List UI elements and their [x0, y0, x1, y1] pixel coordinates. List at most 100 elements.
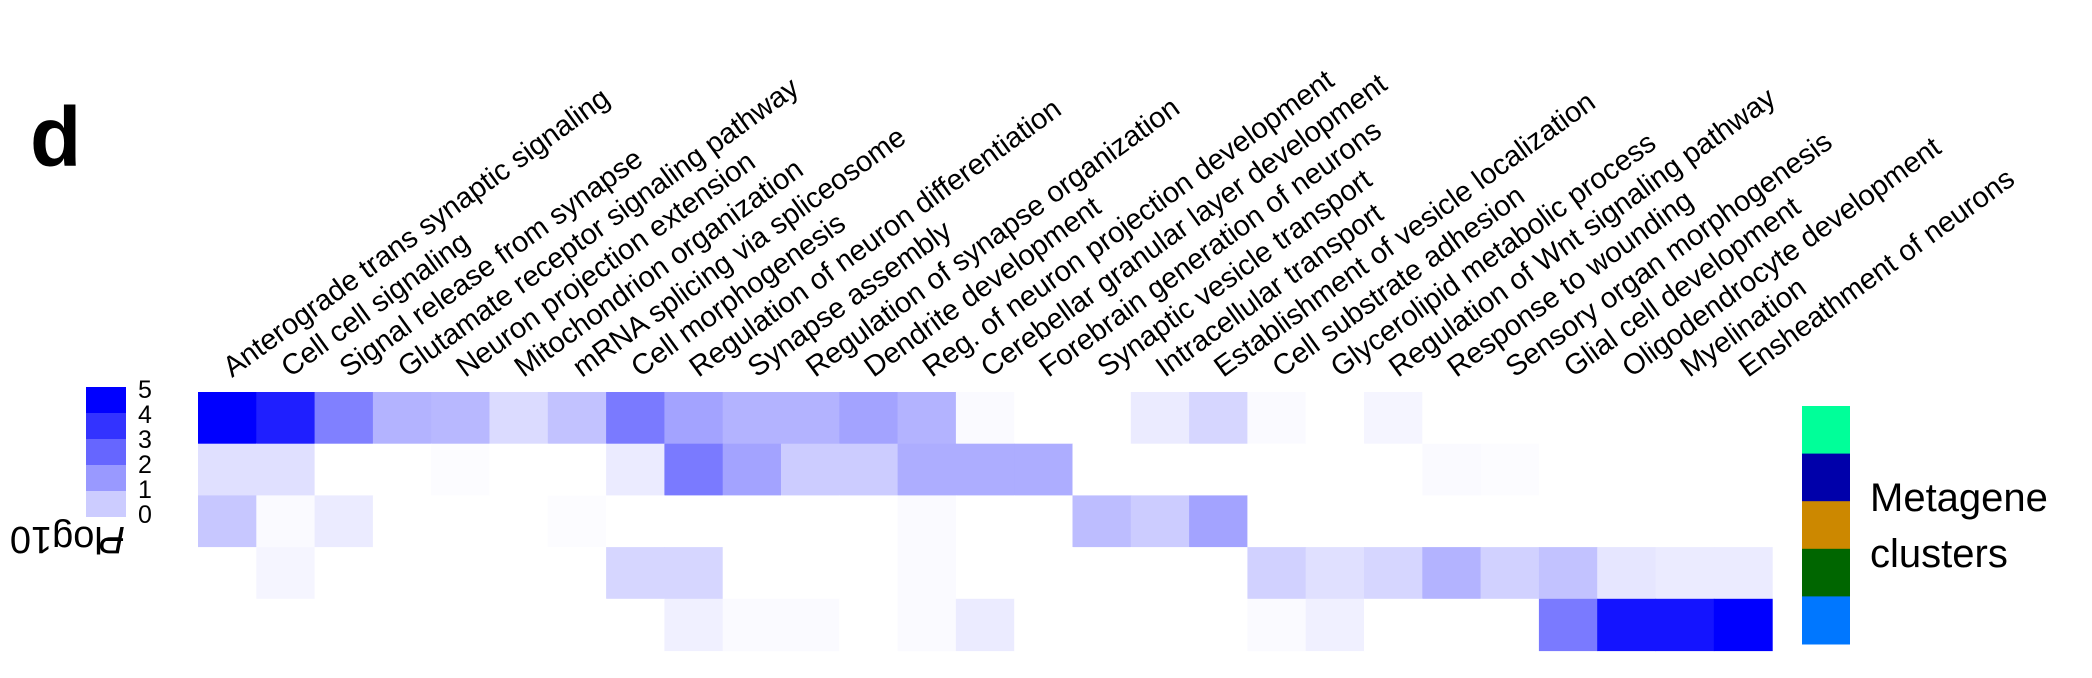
- heatmap-cell: [664, 495, 724, 548]
- heatmap-cell: [664, 443, 724, 496]
- heatmap-cell: [781, 495, 840, 548]
- heatmap-cell: [1072, 392, 1132, 445]
- heatmap-cell: [1014, 443, 1074, 496]
- heatmap-cell: [722, 598, 782, 652]
- heatmap-cell: [722, 495, 782, 548]
- heatmap-cell: [1538, 495, 1598, 548]
- heatmap-cell: [1422, 495, 1482, 548]
- heatmap-cell: [431, 392, 491, 445]
- heatmap-cell: [1014, 495, 1074, 548]
- heatmap-cell: [664, 547, 724, 600]
- heatmap-cell: [839, 598, 899, 652]
- cluster-swatch: [1802, 596, 1850, 645]
- heatmap-cell: [1480, 547, 1540, 600]
- heatmap-cell: [1655, 598, 1715, 652]
- heatmap-cell: [314, 443, 374, 496]
- heatmap-cell: [431, 598, 491, 652]
- panel-label: d: [30, 90, 82, 184]
- heatmap-cell: [1713, 495, 1773, 548]
- heatmap-cell: [1189, 443, 1248, 496]
- heatmap-cell: [955, 598, 1015, 652]
- heatmap-cell: [781, 547, 840, 600]
- heatmap-cell: [314, 547, 374, 600]
- heatmap-cell: [372, 443, 432, 496]
- heatmap-cell: [1480, 598, 1540, 652]
- cluster-swatch: [1802, 548, 1850, 597]
- heatmap-cell: [1538, 547, 1598, 600]
- legend-title-line2: clusters: [1870, 532, 2008, 576]
- heatmap-cell: [1538, 443, 1598, 496]
- heatmap-cell: [1072, 598, 1132, 652]
- heatmap-cell: [1480, 495, 1540, 548]
- heatmap-cell: [372, 495, 432, 548]
- heatmap-cell: [256, 392, 316, 445]
- heatmap-cell: [1480, 392, 1540, 445]
- heatmap-cell: [1422, 598, 1482, 652]
- heatmap-cell: [198, 495, 257, 548]
- colorbar-swatch: [86, 387, 126, 413]
- heatmap-cell: [1130, 598, 1190, 652]
- heatmap-cell: [955, 495, 1015, 548]
- heatmap-cell: [256, 598, 316, 652]
- heatmap-cell: [1597, 392, 1657, 445]
- heatmap-cell: [547, 547, 607, 600]
- heatmap-cell: [372, 547, 432, 600]
- heatmap-cell: [372, 598, 432, 652]
- heatmap-cell: [1072, 495, 1132, 548]
- heatmap-cell: [1713, 547, 1773, 600]
- heatmap-cell: [1655, 547, 1715, 600]
- heatmap-cell: [198, 547, 257, 600]
- heatmap-cell: [1655, 495, 1715, 548]
- colorbar-tick-label: 5: [138, 376, 152, 404]
- heatmap-cell: [606, 547, 665, 600]
- colorbar-tick-label: 1: [138, 476, 152, 504]
- colorbar-swatch: [86, 465, 126, 491]
- heatmap-cell: [1247, 598, 1307, 652]
- heatmap-cell: [606, 495, 665, 548]
- heatmap-cell: [606, 443, 665, 496]
- heatmap-cell: [489, 495, 549, 548]
- heatmap-cell: [1072, 443, 1132, 496]
- heatmap-cell: [489, 547, 549, 600]
- heatmap-cell: [1014, 547, 1074, 600]
- heatmap-cell: [781, 598, 840, 652]
- heatmap-cell: [1130, 443, 1190, 496]
- heatmap-cell: [1597, 443, 1657, 496]
- colorbar-tick-label: 0: [138, 501, 152, 529]
- heatmap-cell: [897, 495, 957, 548]
- heatmap-cell: [1130, 392, 1190, 445]
- heatmap-cell: [1655, 443, 1715, 496]
- heatmap-cell: [955, 443, 1015, 496]
- heatmap-cell: [897, 392, 957, 445]
- heatmap-cell: [1364, 443, 1423, 496]
- heatmap-cell: [606, 392, 665, 445]
- heatmap-cell: [897, 547, 957, 600]
- heatmap-cell: [547, 598, 607, 652]
- heatmap-cell: [1597, 495, 1657, 548]
- heatmap-cell: [955, 392, 1015, 445]
- colorbar-swatch: [86, 413, 126, 439]
- heatmap-cell: [1130, 495, 1190, 548]
- heatmap-cell: [1538, 598, 1598, 652]
- colorbar-tick-label: 2: [138, 451, 152, 479]
- heatmap-cell: [1538, 392, 1598, 445]
- heatmap-cell: [489, 392, 549, 445]
- heatmap-cell: [1305, 392, 1365, 445]
- heatmap-cell: [1364, 392, 1423, 445]
- heatmap-cell: [1014, 598, 1074, 652]
- heatmap-cell: [431, 443, 491, 496]
- heatmap-cell: [1597, 547, 1657, 600]
- cluster-swatch: [1802, 501, 1850, 550]
- heatmap-cell: [781, 392, 840, 445]
- legend-title-line1: Metagene: [1870, 476, 2048, 520]
- heatmap-cell: [606, 598, 665, 652]
- heatmap-cell: [839, 547, 899, 600]
- heatmap-cell: [1305, 547, 1365, 600]
- heatmap-cell: [664, 598, 724, 652]
- heatmap-cell: [1713, 392, 1773, 445]
- heatmap-cell: [1713, 598, 1773, 652]
- heatmap-cell: [722, 443, 782, 496]
- legend-title: Metagene clusters: [1870, 470, 2048, 582]
- heatmap-cell: [722, 392, 782, 445]
